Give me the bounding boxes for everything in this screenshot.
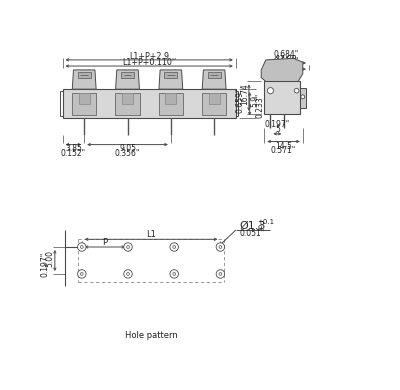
Text: Hole pattern: Hole pattern [125,331,178,340]
Text: 14.5: 14.5 [275,142,292,151]
Circle shape [216,243,225,251]
Text: P: P [102,238,108,247]
Circle shape [124,243,132,251]
Circle shape [170,270,178,278]
Text: 0.233": 0.233" [255,93,264,118]
Circle shape [127,246,129,248]
Bar [208,72,221,78]
Text: 9.05: 9.05 [119,144,136,153]
Circle shape [173,246,176,248]
Bar [72,93,96,115]
Text: 0.614": 0.614" [274,57,299,66]
Polygon shape [116,70,140,89]
Circle shape [216,270,225,278]
Text: 5.9: 5.9 [250,95,260,107]
Circle shape [124,270,132,278]
Circle shape [80,246,83,248]
Bar [62,89,236,119]
Text: 17.38: 17.38 [275,55,297,64]
Text: 5: 5 [275,125,280,134]
Text: L1+P+2.9: L1+P+2.9 [129,51,169,60]
Text: 5.00: 5.00 [45,250,54,267]
Text: L1: L1 [146,230,156,239]
Circle shape [301,95,305,99]
Text: 0: 0 [257,225,262,231]
Bar [209,93,220,104]
Bar [159,93,183,115]
Text: L1+P+0.110'': L1+P+0.110'' [122,58,176,67]
Circle shape [267,88,274,94]
Circle shape [173,273,176,275]
Text: 15.6: 15.6 [278,62,295,71]
Text: 0.356": 0.356" [115,149,140,158]
Text: 3.85: 3.85 [65,144,82,153]
Text: 0.684": 0.684" [273,50,298,59]
Text: 0.152": 0.152" [61,149,86,158]
Circle shape [78,270,86,278]
Text: 0.051": 0.051" [240,229,265,238]
Bar [78,72,91,78]
Circle shape [80,273,83,275]
Circle shape [170,243,178,251]
Bar [164,72,177,78]
Text: 16.74: 16.74 [240,84,250,105]
Text: 0.197": 0.197" [265,120,290,129]
Text: 0.197": 0.197" [40,252,49,277]
Bar [264,82,300,114]
Bar [202,93,226,115]
Circle shape [219,273,222,275]
Bar [300,88,306,108]
Text: 0.571": 0.571" [271,146,296,155]
Polygon shape [72,70,96,89]
Text: 0.659": 0.659" [236,88,245,113]
Polygon shape [261,58,303,82]
Bar [122,93,133,104]
Text: +0.1: +0.1 [257,219,274,225]
Polygon shape [159,70,183,89]
Circle shape [219,246,222,248]
Polygon shape [202,70,226,89]
Circle shape [78,243,86,251]
Circle shape [127,273,129,275]
Bar [165,93,176,104]
Bar [79,93,90,104]
Text: Ø1.3: Ø1.3 [240,220,266,230]
Circle shape [294,89,299,93]
Bar [115,93,140,115]
Bar [121,72,134,78]
